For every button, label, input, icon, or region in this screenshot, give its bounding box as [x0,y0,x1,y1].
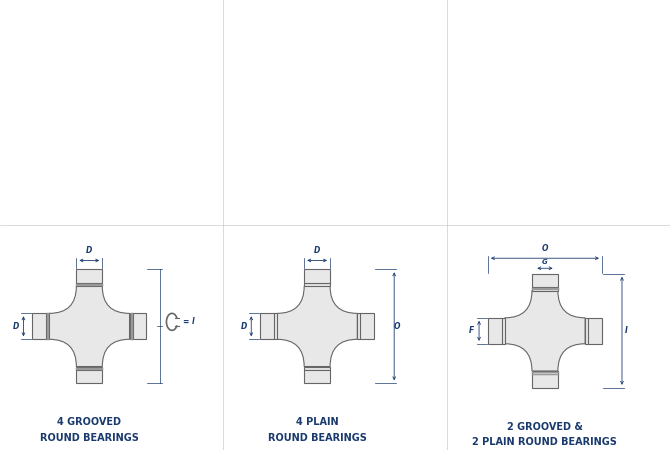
Bar [304,369,330,383]
Bar [360,314,374,339]
Bar [532,287,558,291]
Bar [532,274,558,288]
Text: D: D [13,322,19,331]
Text: ROUND BEARINGS: ROUND BEARINGS [268,433,366,443]
Text: D: D [86,246,92,255]
Bar [133,314,146,339]
Bar [32,314,46,339]
Text: G: G [542,259,548,265]
Text: = l: = l [183,317,194,326]
Bar [304,270,330,283]
Bar [488,318,502,344]
Text: D: D [241,322,247,331]
Text: I: I [624,326,628,335]
PathPatch shape [49,286,129,367]
Bar [273,313,277,339]
Text: ROUND BEARINGS: ROUND BEARINGS [40,433,139,443]
Bar [76,367,103,370]
Bar [46,313,49,339]
Bar [76,283,103,286]
PathPatch shape [505,291,585,371]
Bar [501,318,505,344]
Bar [304,283,330,286]
Bar [129,313,133,339]
Bar [357,313,361,339]
Text: 4 PLAIN: 4 PLAIN [296,417,338,428]
Bar [76,270,102,283]
Text: 2 PLAIN ROUND BEARINGS: 2 PLAIN ROUND BEARINGS [472,437,617,447]
Text: 2 GROOVED &: 2 GROOVED & [507,422,583,432]
Text: F: F [469,326,474,335]
PathPatch shape [277,286,357,367]
Text: O: O [541,243,548,252]
Text: D: D [314,246,320,255]
Bar [585,318,589,344]
Bar [260,314,274,339]
Bar [304,367,330,370]
Bar [532,371,558,374]
Bar [588,318,602,344]
Text: 4 GROOVED: 4 GROOVED [58,417,121,428]
Text: O: O [393,322,400,331]
Bar [532,374,558,388]
Bar [76,369,102,383]
